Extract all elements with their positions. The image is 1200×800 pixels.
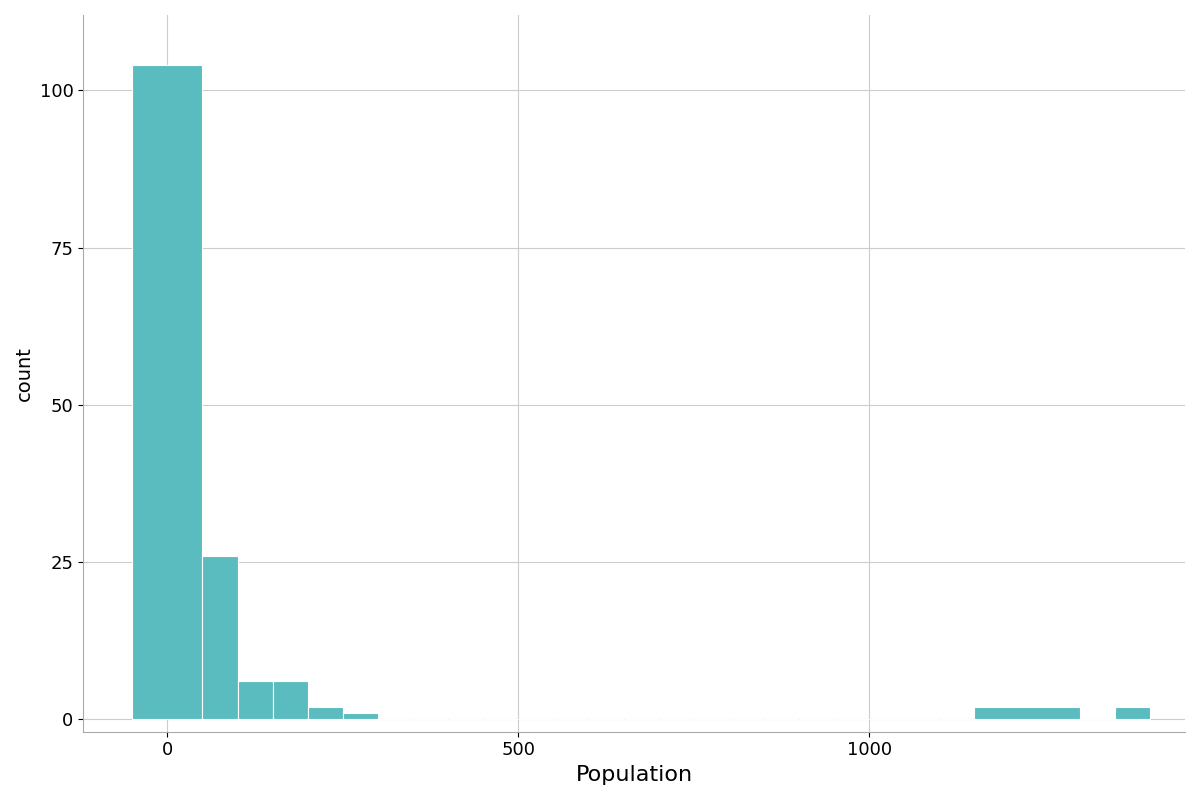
Bar [307, 706, 343, 719]
Bar [1115, 706, 1150, 719]
Bar [203, 556, 238, 719]
Bar [238, 682, 272, 719]
Bar [343, 713, 378, 719]
Bar [974, 706, 1080, 719]
Bar [272, 682, 307, 719]
Y-axis label: count: count [14, 346, 34, 401]
X-axis label: Population: Population [576, 765, 692, 785]
Bar [132, 66, 203, 719]
